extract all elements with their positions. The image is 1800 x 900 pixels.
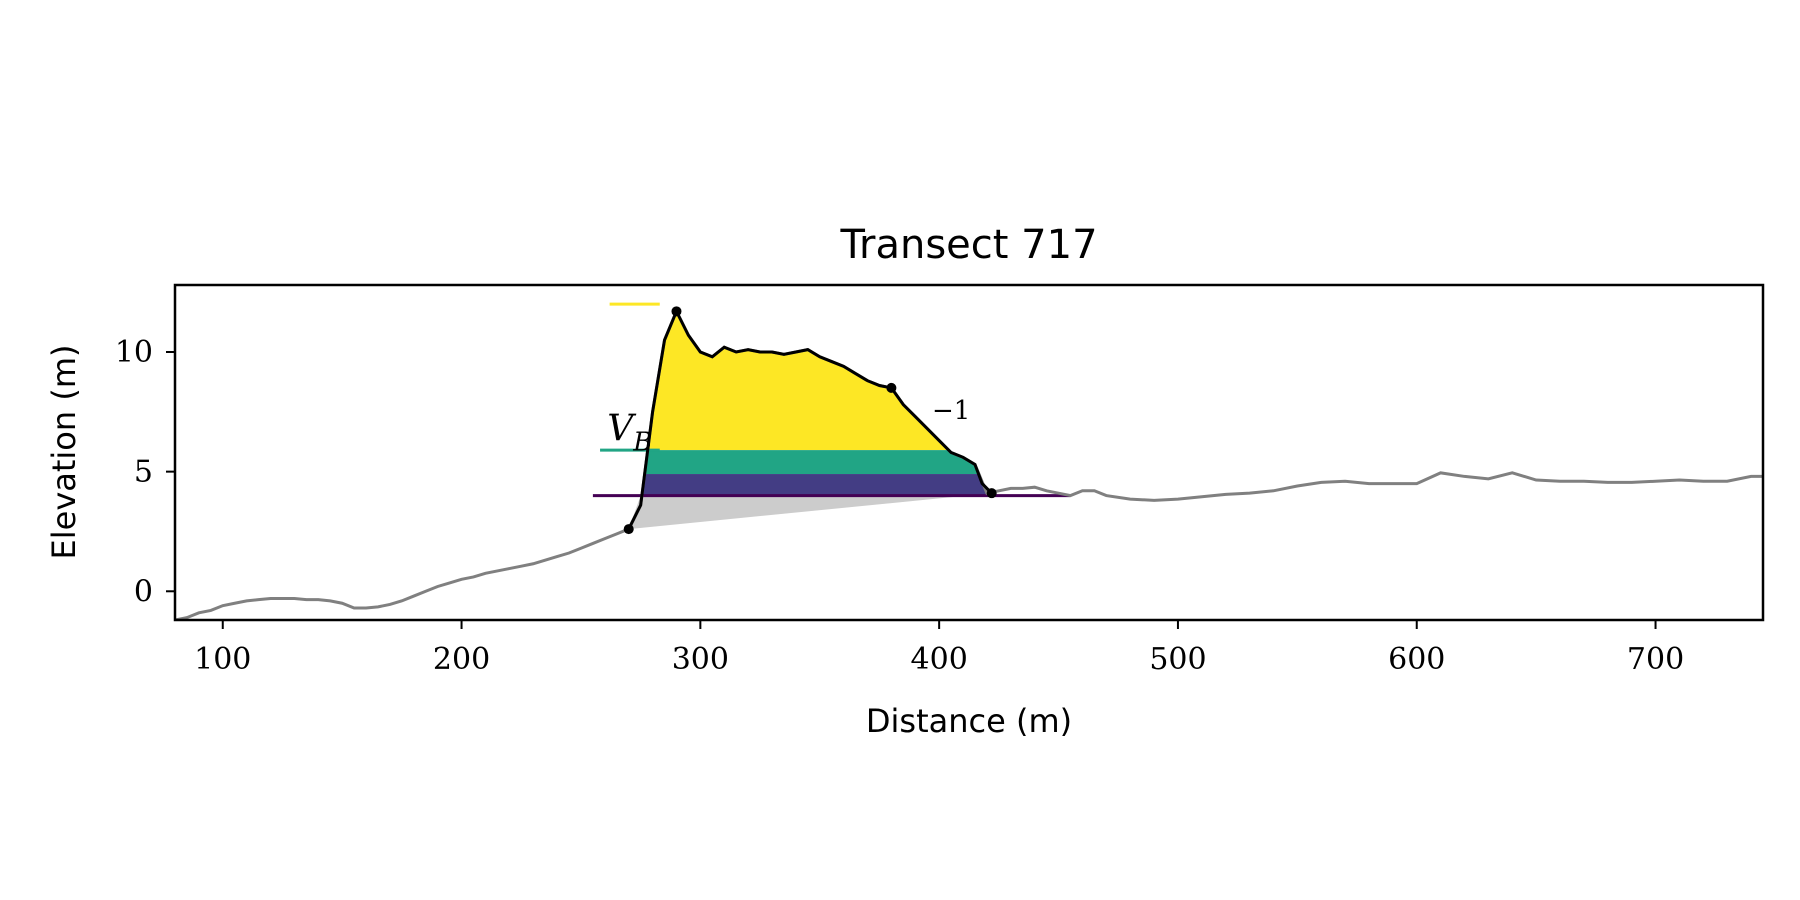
vb-main: V — [607, 409, 637, 450]
x-tick-label: 700 — [1627, 642, 1684, 677]
x-tick-label: 200 — [433, 642, 490, 677]
annotations: VB −1 — [607, 396, 970, 458]
point-mid — [886, 382, 897, 393]
x-tick-label: 500 — [1149, 642, 1206, 677]
x-axis-label: Distance (m) — [866, 702, 1072, 740]
point-heel — [986, 488, 997, 499]
y-tick-label: 0 — [134, 574, 153, 609]
y-tick-label: 5 — [134, 455, 153, 490]
y-axis: 0 5 10 — [115, 335, 175, 609]
plot-area — [175, 302, 1763, 620]
y-tick-label: 10 — [115, 335, 153, 370]
x-tick-label: 100 — [194, 642, 251, 677]
band-indigo — [628, 474, 992, 496]
band-yellow — [628, 311, 992, 451]
x-tick-label: 300 — [672, 642, 729, 677]
vb-subscript: B — [632, 428, 652, 458]
dune-base-fill — [628, 493, 992, 530]
point-toe — [623, 524, 634, 535]
y-axis-label: Elevation (m) — [45, 345, 83, 560]
x-axis: 100 200 300 400 500 600 700 — [194, 620, 1684, 677]
vb-annotation: VB — [607, 409, 652, 458]
x-tick-label: 400 — [911, 642, 968, 677]
dune-line — [627, 307, 993, 530]
plot-frame — [173, 283, 1765, 622]
superscript-annotation: −1 — [932, 396, 970, 426]
chart-title: Transect 717 — [839, 222, 1097, 268]
point-crest — [671, 306, 682, 317]
x-tick-label: 600 — [1388, 642, 1445, 677]
band-teal — [628, 450, 992, 475]
